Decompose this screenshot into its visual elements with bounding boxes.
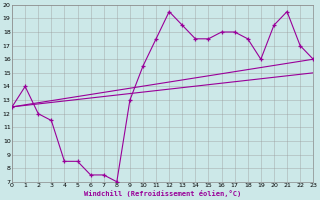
X-axis label: Windchill (Refroidissement éolien,°C): Windchill (Refroidissement éolien,°C) <box>84 190 241 197</box>
